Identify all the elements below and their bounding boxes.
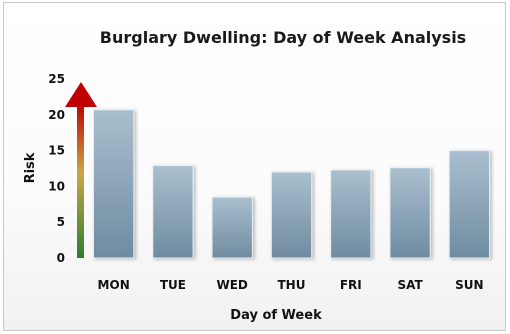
y-axis-label: Risk [23,152,38,183]
x-tick-label: FRI [340,278,362,292]
x-tick-label: MON [98,278,130,292]
risk-arrow [65,82,97,258]
y-tick-label: 5 [57,215,65,229]
x-tick-label: SAT [397,278,423,292]
x-tick-label: THU [278,278,306,292]
bar-wed [211,196,253,259]
bar-tue [152,165,194,259]
y-tick-label: 25 [48,72,65,86]
x-axis-label: Day of Week [230,308,322,323]
risk-arrow-shaft [77,103,84,258]
y-tick-label: 15 [48,144,65,158]
bars [92,109,491,259]
x-tick-label: WED [217,278,248,292]
chart-title: Burglary Dwelling: Day of Week Analysis [100,28,466,47]
bar-fri [330,169,372,259]
x-axis-ticks: MON TUE WED THU FRI SAT SUN [98,278,484,292]
chart-frame: Burglary Dwelling: Day of Week Analysis … [3,2,506,331]
bar-sun [448,150,491,259]
x-tick-label: SUN [455,278,483,292]
y-tick-label: 0 [57,251,65,265]
bar-chart: Burglary Dwelling: Day of Week Analysis … [23,28,491,323]
y-axis-ticks: 0 5 10 15 20 25 [48,72,65,265]
bar-thu [270,171,313,259]
y-tick-label: 10 [48,179,65,193]
bar-sat [389,167,431,259]
x-tick-label: TUE [160,278,186,292]
bar-mon [92,109,135,259]
risk-arrow-head [65,82,97,107]
y-tick-label: 20 [48,108,65,122]
